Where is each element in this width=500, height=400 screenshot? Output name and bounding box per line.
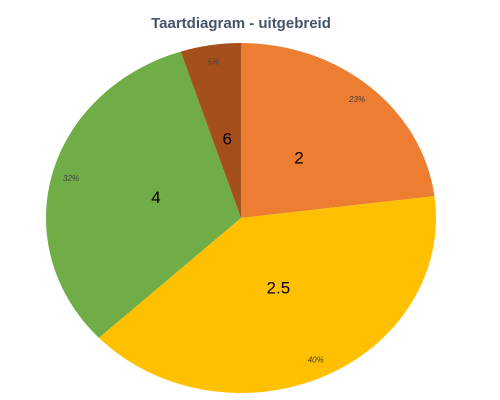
slice-value-label: 23% — [348, 95, 365, 104]
slice-category-label: 4 — [151, 188, 160, 207]
pie-slice — [241, 43, 435, 218]
slice-category-label: 2 — [294, 148, 303, 167]
pie-slice — [98, 196, 437, 394]
slice-category-label: 2.5 — [267, 279, 291, 298]
pie-slice — [180, 43, 241, 218]
chart-title: Taartdiagram - uitgebreid — [151, 15, 331, 32]
slice-value-label: 32% — [63, 174, 79, 183]
pie-slice — [45, 51, 242, 338]
slice-value-label: 5% — [208, 58, 220, 67]
slice-category-label: 6 — [223, 130, 232, 149]
slice-value-label: 40% — [308, 356, 324, 365]
